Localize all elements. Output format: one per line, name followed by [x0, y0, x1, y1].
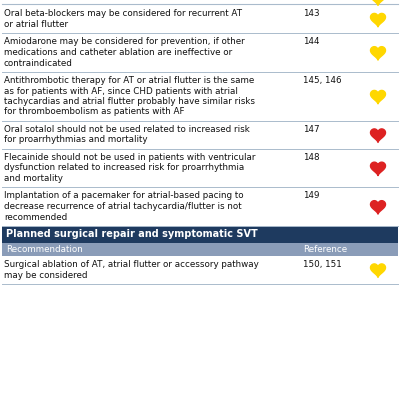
- Text: 144: 144: [303, 38, 319, 46]
- Text: 149: 149: [303, 192, 319, 200]
- Text: 147: 147: [303, 125, 320, 134]
- Text: for proarrhythmias and mortality: for proarrhythmias and mortality: [4, 136, 148, 144]
- Text: 148: 148: [303, 153, 320, 162]
- Bar: [2, 187, 398, 226]
- Text: Implantation of a pacemaker for atrial-based pacing to: Implantation of a pacemaker for atrial-b…: [4, 192, 244, 200]
- Bar: [2, 226, 398, 242]
- Text: or atrial flutter: or atrial flutter: [4, 20, 68, 29]
- Bar: [2, 148, 398, 187]
- Text: dysfunction related to increased risk for proarrhythmia: dysfunction related to increased risk fo…: [4, 164, 244, 172]
- Text: Amiodarone may be considered for prevention, if other: Amiodarone may be considered for prevent…: [4, 38, 245, 46]
- Text: Surgical ablation of AT, atrial flutter or accessory pathway: Surgical ablation of AT, atrial flutter …: [4, 260, 259, 269]
- Text: 145, 146: 145, 146: [303, 76, 341, 85]
- Text: Flecainide should not be used in patients with ventricular: Flecainide should not be used in patient…: [4, 153, 256, 162]
- Text: Oral beta-blockers may be considered for recurrent AT: Oral beta-blockers may be considered for…: [4, 10, 242, 18]
- Polygon shape: [370, 129, 386, 142]
- Text: Planned surgical repair and symptomatic SVT: Planned surgical repair and symptomatic …: [6, 229, 258, 239]
- Text: tachycardias and atrial flutter probably have similar risks: tachycardias and atrial flutter probably…: [4, 97, 255, 106]
- Text: and mortality: and mortality: [4, 174, 63, 183]
- Bar: [2, 5, 398, 33]
- Text: Antithrombotic therapy for AT or atrial flutter is the same: Antithrombotic therapy for AT or atrial …: [4, 76, 254, 85]
- Text: Reference: Reference: [303, 244, 347, 254]
- Text: recommended: recommended: [4, 212, 67, 222]
- Text: Recommendation: Recommendation: [6, 244, 83, 254]
- Text: for thromboembolism as patients with AF: for thromboembolism as patients with AF: [4, 108, 184, 116]
- Text: 150, 151: 150, 151: [303, 260, 342, 269]
- Bar: [2, 120, 398, 148]
- Text: decrease recurrence of atrial tachycardia/flutter is not: decrease recurrence of atrial tachycardi…: [4, 202, 242, 211]
- Bar: [2, 33, 398, 72]
- Text: as for patients with AF, since CHD patients with atrial: as for patients with AF, since CHD patie…: [4, 86, 238, 96]
- Polygon shape: [370, 90, 386, 104]
- Polygon shape: [370, 201, 386, 214]
- Text: 143: 143: [303, 10, 320, 18]
- Bar: [2, 242, 398, 256]
- Text: contraindicated: contraindicated: [4, 58, 73, 68]
- Bar: [2, 72, 398, 120]
- Polygon shape: [370, 14, 386, 27]
- Polygon shape: [370, 264, 386, 278]
- Text: medications and catheter ablation are ineffective or: medications and catheter ablation are in…: [4, 48, 232, 57]
- Bar: [2, 256, 398, 284]
- Polygon shape: [370, 162, 386, 176]
- Text: may be considered: may be considered: [4, 270, 88, 280]
- Polygon shape: [370, 47, 386, 60]
- Polygon shape: [370, 0, 386, 6]
- Text: Oral sotalol should not be used related to increased risk: Oral sotalol should not be used related …: [4, 125, 250, 134]
